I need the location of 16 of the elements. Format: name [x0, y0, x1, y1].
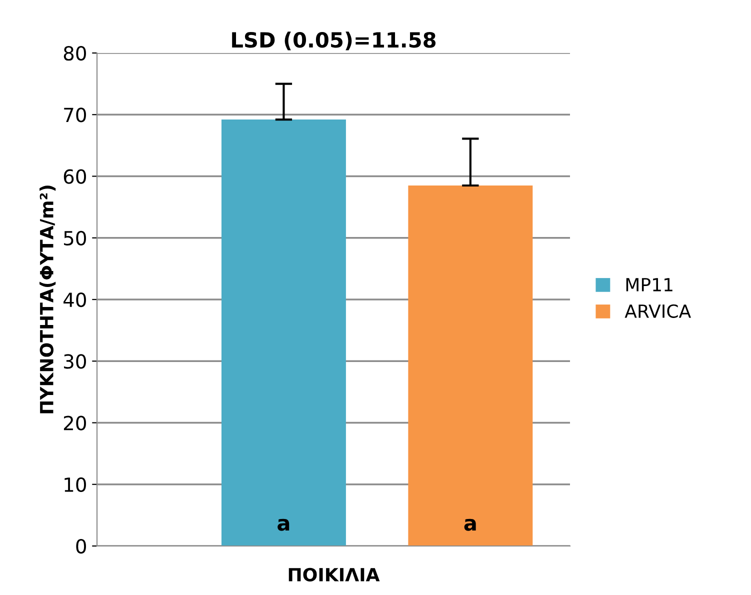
data-label: a [278, 518, 290, 531]
y-tick-label: 30 [64, 354, 86, 369]
y-tick-label: 10 [64, 477, 86, 492]
y-tick-label: 60 [64, 169, 86, 184]
y-tick-label: 80 [64, 46, 86, 61]
y-tick-label: 20 [64, 416, 86, 430]
chart-title: LSD (0.05)=11.58 [232, 32, 436, 50]
x-axis-title: ΠΟΙΚΙΛΙΑ [288, 568, 380, 582]
legend-label: MP11 [626, 278, 672, 292]
y-axis-title: ΠΥΚΝΟΤΗΤΑ(ΦΥΤΑ/m²) [40, 186, 56, 414]
y-tick-label: 70 [64, 108, 86, 122]
y-tick-label: 0 [76, 538, 86, 554]
y-tick-label: 40 [63, 292, 86, 308]
data-label: a [464, 518, 476, 531]
legend-label: ARVICA [624, 304, 691, 318]
y-tick-label: 50 [64, 230, 86, 246]
